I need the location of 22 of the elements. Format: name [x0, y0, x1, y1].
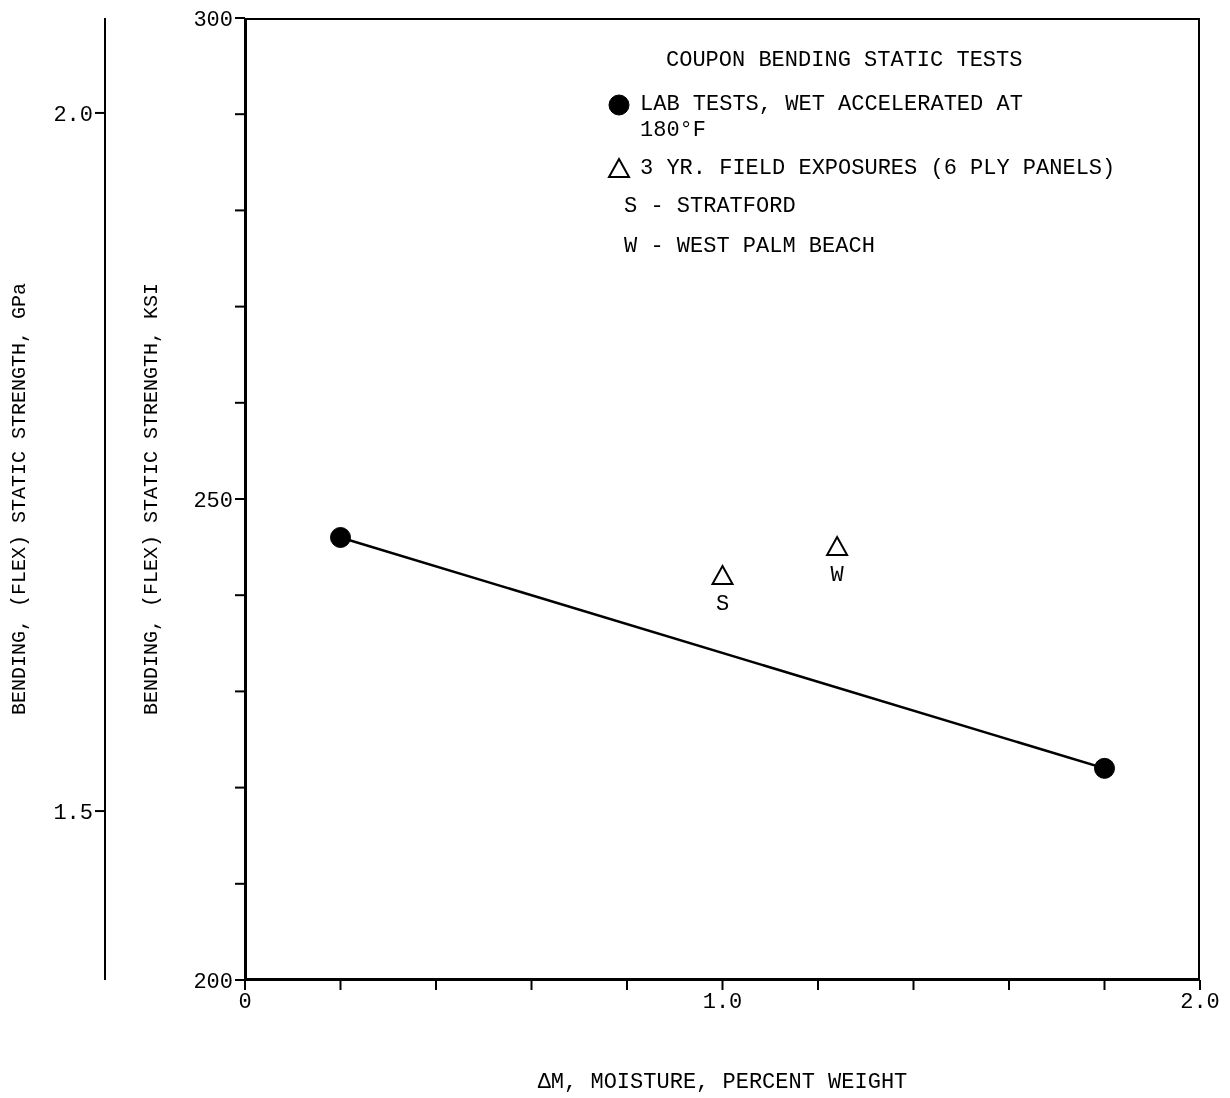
y2-axis-title: BENDING, (FLEX) STATIC STRENGTH, GPa [8, 282, 32, 716]
point [826, 536, 849, 557]
x-tick-label: 1.0 [702, 989, 743, 1015]
y2-tick-label: 1.5 [53, 800, 93, 826]
y-tick-label: 250 [193, 488, 233, 514]
y-axis-title: BENDING, (FLEX) STATIC STRENGTH, KSI [140, 282, 164, 716]
point [330, 526, 351, 548]
legend-title: COUPON BENDING STATIC TESTS [666, 48, 1024, 74]
annotation: W - WEST PALM BEACH [624, 234, 876, 260]
y2-tick-label: 2.0 [53, 102, 93, 128]
annotation: S - STRATFORD [624, 194, 797, 220]
annotation: S [715, 591, 730, 617]
x-tick-label: 2.0 [1180, 989, 1220, 1015]
annotation: W [830, 562, 845, 588]
legend-label: LAB TESTS, WET ACCELERATED AT 180°F [640, 92, 1024, 144]
point [1094, 757, 1115, 779]
y-tick-label: 300 [193, 7, 233, 33]
legend-label: 3 YR. FIELD EXPOSURES (6 PLY PANELS) [640, 156, 1116, 182]
y-tick-label: 200 [193, 969, 233, 995]
point [711, 564, 734, 585]
x-axis-title: ΔM, MOISTURE, PERCENT WEIGHT [537, 1070, 908, 1095]
x-tick-label: 0 [238, 989, 252, 1015]
